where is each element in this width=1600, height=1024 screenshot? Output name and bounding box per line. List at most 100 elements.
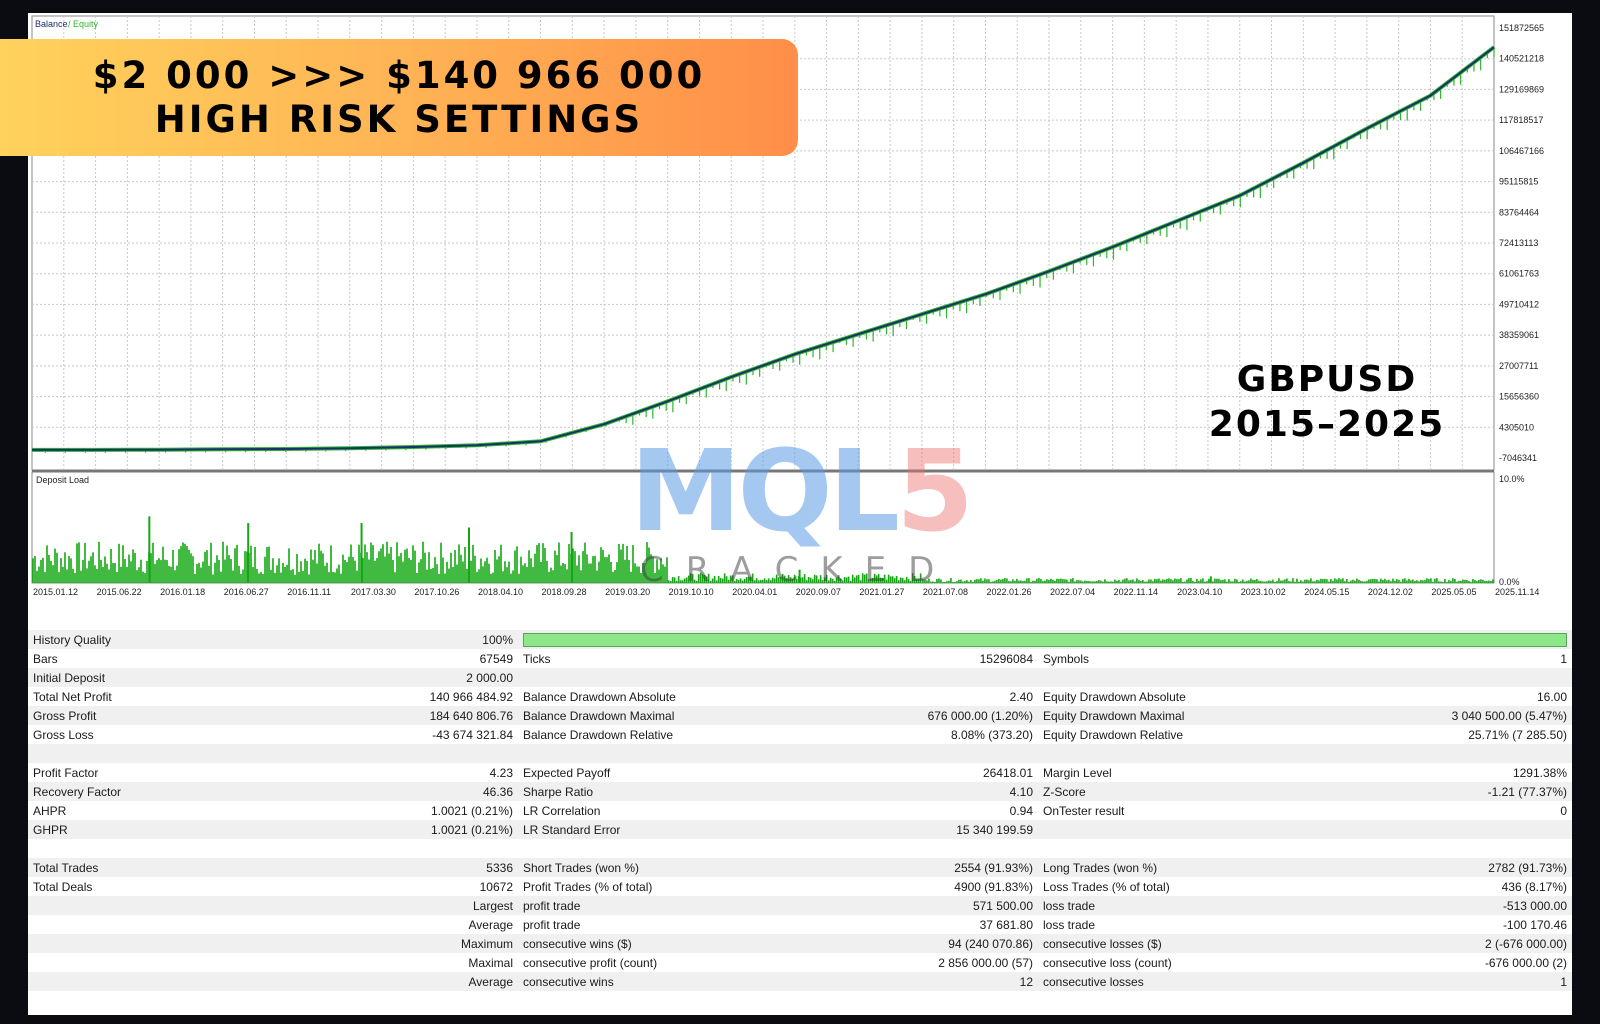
stat-value (250, 839, 518, 858)
stat-value: -1.21 (77.37%) (1301, 782, 1572, 801)
stat-label (28, 896, 250, 915)
stat-value: -676 000.00 (2) (1484, 955, 1567, 970)
y-tick-label: 49710412 (1499, 299, 1539, 309)
y-tick-label: 27007711 (1499, 361, 1538, 371)
stat-value (1301, 839, 1572, 858)
stat-label: profit trade (523, 917, 581, 932)
stat-label: Long Trades (won %) (1038, 858, 1301, 877)
stat-label: Loss Trades (% of total) (1043, 879, 1170, 894)
stat-label: consecutive wins (518, 972, 788, 991)
stat-label: consecutive profit (count) (523, 955, 658, 970)
x-tick-label: 2021.07.08 (923, 587, 968, 597)
stat-value: 1.0021 (0.21%) (250, 820, 518, 839)
stat-value: 140 966 484.92 (429, 689, 513, 704)
stat-label (28, 839, 250, 858)
symbol-name: GBPUSD (1236, 359, 1418, 400)
stat-value: 1291.38% (1512, 765, 1567, 780)
stat-label: Z-Score (1038, 782, 1301, 801)
stat-label: profit trade (518, 896, 788, 915)
stat-value: 0.94 (1009, 803, 1033, 818)
stats-row: Total Net Profit 140 966 484.92 Balance Dr… (28, 687, 1572, 706)
stat-value: 10672 (479, 879, 513, 894)
stat-value: 676 000.00 (1.20%) (788, 706, 1038, 725)
stat-value: 16.00 (1536, 689, 1567, 704)
stat-value (788, 839, 1038, 858)
stat-value: 4.23 (489, 765, 513, 780)
x-tick-label: 2024.12.02 (1368, 587, 1413, 597)
stats-row: GHPR 1.0021 (0.21%) LR Standard Error 15 34… (28, 820, 1572, 839)
stat-value: 3 040 500.00 (5.47%) (1301, 706, 1572, 725)
deposit-load-title: Deposit Load (36, 475, 89, 485)
stats-row (28, 744, 1572, 763)
y-tick-label: 106467166 (1499, 146, 1544, 156)
stat-value: 12 (788, 972, 1038, 991)
stat-value: 1 (1301, 972, 1572, 991)
legend-equity: / Equity (68, 19, 99, 29)
x-tick-label: 2017.03.30 (351, 587, 396, 597)
x-tick-label: 2016.11.11 (287, 587, 331, 597)
y-tick-label: 117818517 (1499, 115, 1543, 125)
stat-value: 37 681.80 (979, 917, 1033, 932)
x-tick-label: 2019.03.20 (605, 587, 650, 597)
stat-label (28, 934, 250, 953)
y-tick-label: 4305010 (1499, 422, 1534, 432)
y-tick-label: 95115815 (1499, 177, 1538, 187)
stat-label: Expected Payoff (523, 765, 611, 780)
stat-label (1038, 744, 1301, 763)
stat-label: Bars (33, 651, 58, 666)
stat-value: 1.0021 (0.21%) (430, 803, 513, 818)
stat-label: Ticks (523, 651, 551, 666)
report-frame: 151872565 140521218 129169869 117818517 1064… (28, 13, 1572, 1015)
stat-label: Margin Level (1043, 765, 1112, 780)
stats-row: Total Deals 10672 Profit Trades (% of tota… (28, 877, 1572, 896)
stat-value: 2 000.00 (250, 668, 518, 687)
stat-label: Balance Drawdown Maximal (518, 706, 788, 725)
y-tick-label: 151872565 (1499, 23, 1544, 33)
stat-label: Profit Factor (33, 765, 99, 780)
y-tick-label: 83764464 (1499, 207, 1539, 217)
stat-label: Recovery Factor (28, 782, 250, 801)
stat-value (1301, 668, 1572, 687)
x-tick-label: 2022.07.04 (1050, 587, 1095, 597)
stat-value: Maximal (468, 955, 513, 970)
stat-value: Average (250, 972, 518, 991)
stat-value: Average (468, 917, 513, 932)
stat-value: 2 856 000.00 (57) (938, 955, 1033, 970)
stat-label: LR Standard Error (518, 820, 788, 839)
deposit-load-tick: 10.0% (1499, 474, 1525, 484)
banner-line-1: $2 000 >>> $140 966 000 (92, 53, 706, 97)
stat-label (1038, 668, 1301, 687)
stat-label: Profit Trades (% of total) (523, 879, 653, 894)
stat-label (518, 744, 788, 763)
y-tick-label: 140521218 (1499, 54, 1544, 64)
stat-value: 2554 (91.93%) (788, 858, 1038, 877)
stats-row: Total Trades 5336 Short Trades (won %) 2554… (28, 858, 1572, 877)
stat-value: -513 000.00 (1301, 896, 1572, 915)
stat-value: Largest (250, 896, 518, 915)
stat-label: Total Deals (33, 879, 93, 894)
stat-label (1038, 820, 1301, 839)
stat-label (28, 953, 250, 972)
stat-value: 46.36 (250, 782, 518, 801)
stat-value (788, 668, 1038, 687)
x-tick-label: 2025.05.05 (1431, 587, 1476, 597)
stat-value: 94 (240 070.86) (788, 934, 1038, 953)
x-tick-label: 2018.09.28 (542, 587, 587, 597)
balance-line (32, 46, 1495, 451)
x-tick-label: 2016.06.27 (224, 587, 269, 597)
x-tick-label: 2019.10.10 (669, 587, 714, 597)
stats-row: Average profit trade 37 681.80 loss trade -1… (28, 915, 1572, 934)
stat-value: -43 674 321.84 (432, 727, 513, 742)
stat-label: Balance Drawdown Relative (523, 727, 674, 742)
stats-row: Maximal consecutive profit (count) 2 856 0… (28, 953, 1572, 972)
stat-value: 5336 (250, 858, 518, 877)
stat-value: 4900 (91.83%) (954, 879, 1033, 894)
stats-row: Largest profit trade 571 500.00 loss trade -… (28, 896, 1572, 915)
stat-value: 0 (1560, 803, 1567, 818)
stat-label: loss trade (1043, 917, 1096, 932)
stat-value: 25.71% (7 285.50) (1468, 727, 1567, 742)
stats-row: Recovery Factor 46.36 Sharpe Ratio 4.10 Z-Sc… (28, 782, 1572, 801)
stat-value (1301, 820, 1572, 839)
stats-row: Gross Profit 184 640 806.76 Balance Drawdo… (28, 706, 1572, 725)
stats-row: Bars 67549 Ticks 15296084 Symbols 1 (28, 649, 1572, 668)
